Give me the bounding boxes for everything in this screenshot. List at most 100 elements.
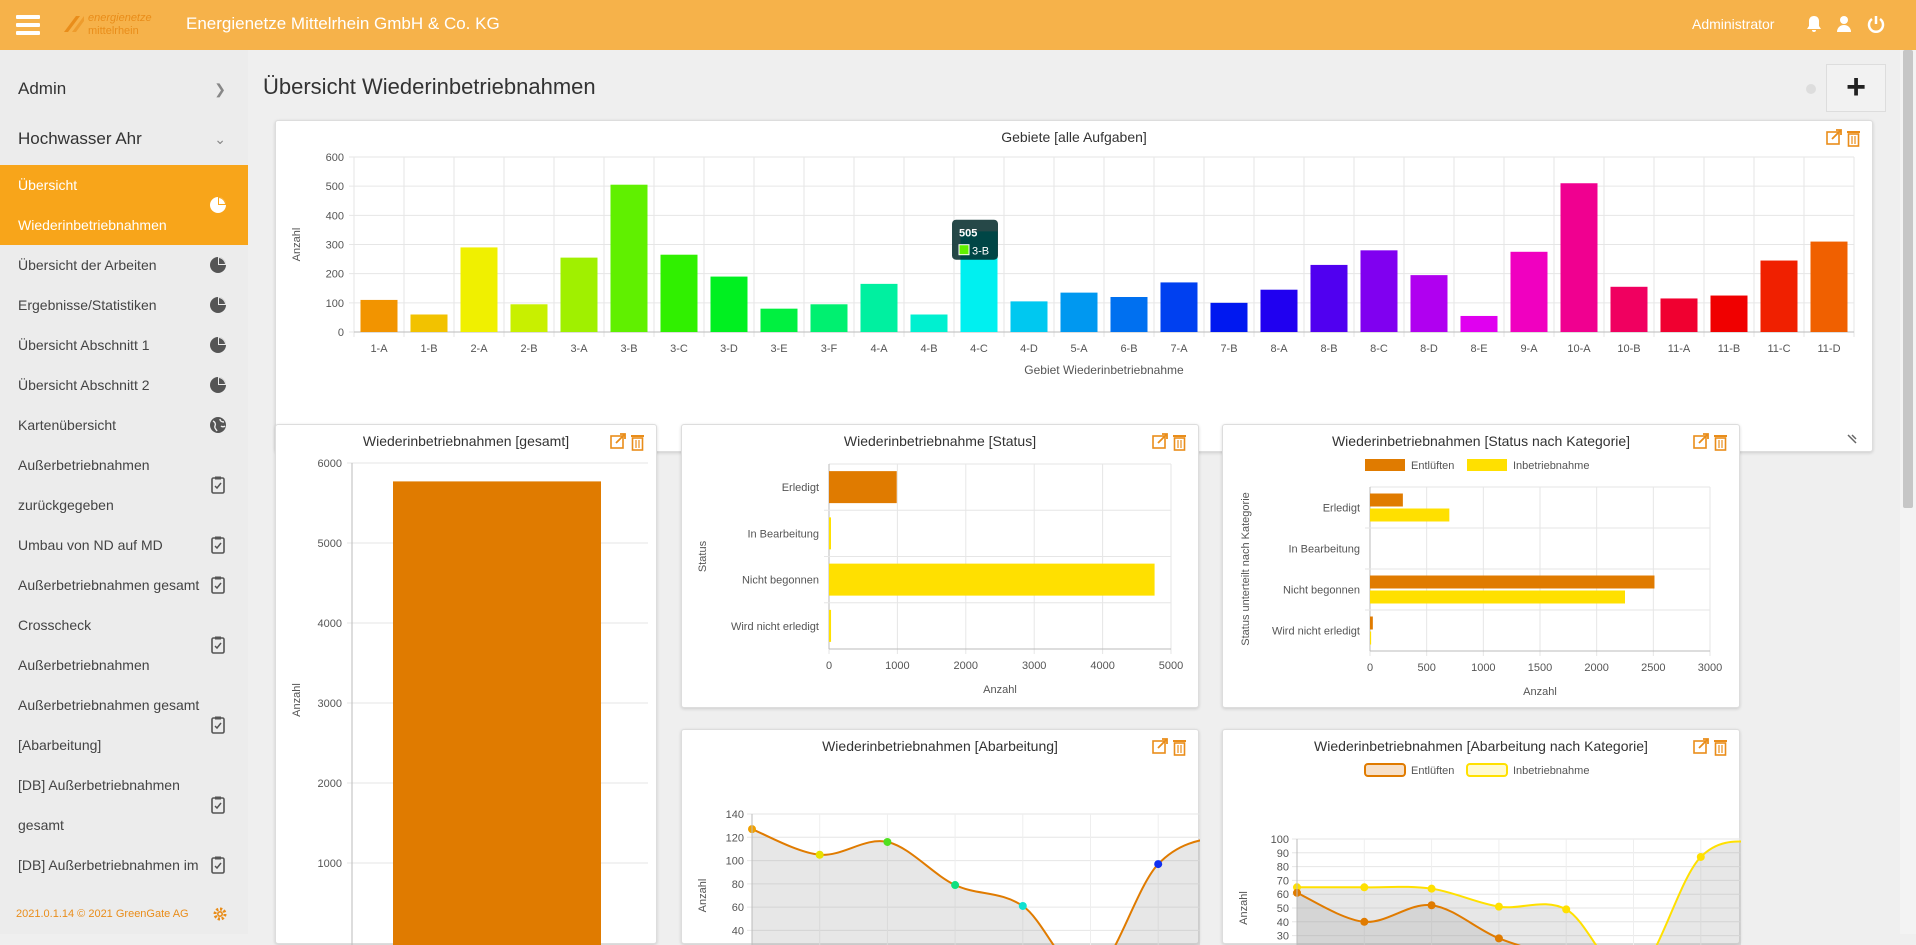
sidebar-item[interactable]: Übersicht Abschnitt 2: [0, 365, 248, 405]
bar-4-B[interactable]: [910, 314, 948, 333]
sidebar-item[interactable]: [DB] Außerbetriebnahmen im: [0, 845, 248, 885]
data-point[interactable]: [815, 850, 824, 859]
edit-icon[interactable]: [610, 433, 626, 449]
user-icon[interactable]: [1834, 14, 1854, 34]
sidebar-item[interactable]: Crosscheck Außerbetriebnahmen: [0, 605, 248, 685]
edit-icon[interactable]: [1693, 738, 1709, 754]
bar-11-B[interactable]: [1710, 295, 1748, 332]
gear-icon[interactable]: [212, 906, 228, 922]
hamburger-menu-icon[interactable]: [14, 11, 42, 39]
sidebar-item[interactable]: [DB] Außerbetriebnahmen gesamt: [0, 765, 248, 845]
data-point[interactable]: [1494, 934, 1503, 943]
edit-icon[interactable]: [1152, 738, 1168, 754]
data-point[interactable]: [1494, 902, 1503, 911]
bar-6-B[interactable]: [1110, 297, 1148, 332]
sidebar-item[interactable]: Kartenübersicht: [0, 405, 248, 445]
bar-In Bearbeitung[interactable]: [829, 517, 831, 550]
bar-Inbetriebnahme[interactable]: [1370, 508, 1450, 522]
data-point[interactable]: [1360, 883, 1369, 892]
bar-Inbetriebnahme[interactable]: [1370, 631, 1372, 645]
sidebar-item[interactable]: Außerbetriebnahmen gesamt: [0, 565, 248, 605]
legend-label[interactable]: Entlüften: [1411, 765, 1454, 777]
data-point[interactable]: [1696, 852, 1705, 861]
user-name[interactable]: Administrator: [1692, 16, 1775, 32]
bar-3-A[interactable]: [560, 257, 598, 332]
y-tick-label: 90: [1277, 848, 1289, 860]
bar-3-E[interactable]: [760, 308, 798, 332]
sidebar-item[interactable]: Außerbetriebnahmen zurückgegeben: [0, 445, 248, 525]
page-scrollbar[interactable]: [1900, 50, 1916, 934]
bar-9-A[interactable]: [1510, 251, 1548, 332]
data-point[interactable]: [1360, 917, 1369, 926]
data-point[interactable]: [1562, 905, 1571, 914]
sidebar-group-admin[interactable]: Admin ❯: [0, 65, 248, 115]
legend-label[interactable]: Entlüften: [1411, 460, 1454, 472]
bar-5-A[interactable]: [1060, 292, 1098, 332]
x-tick-label: 2000: [954, 660, 978, 672]
trash-icon[interactable]: [631, 435, 644, 451]
scrollbar-thumb[interactable]: [1903, 50, 1913, 508]
bar-1-B[interactable]: [410, 314, 448, 333]
clipboard-icon: [211, 476, 225, 494]
edit-icon[interactable]: [1152, 433, 1168, 449]
bar-11-A[interactable]: [1660, 298, 1698, 332]
bar-Erledigt[interactable]: [829, 471, 897, 504]
trash-icon[interactable]: [1173, 435, 1186, 451]
bar-Entlüften[interactable]: [1370, 493, 1403, 507]
sidebar-group-hochwasser-ahr[interactable]: Hochwasser Ahr ⌄: [0, 115, 248, 165]
bell-icon[interactable]: [1804, 14, 1824, 34]
bar-2-A[interactable]: [460, 247, 498, 332]
bar-11-D[interactable]: [1810, 241, 1848, 332]
bar-8-D[interactable]: [1410, 275, 1448, 332]
bar-3-D[interactable]: [710, 276, 748, 332]
legend-label[interactable]: Inbetriebnahme: [1513, 765, 1589, 777]
bar-10-A[interactable]: [1560, 183, 1598, 332]
legend-label[interactable]: Inbetriebnahme: [1513, 460, 1589, 472]
data-point[interactable]: [1427, 901, 1436, 910]
sidebar-item[interactable]: Übersicht der Arbeiten: [0, 245, 248, 285]
bar-Entlüften[interactable]: [1370, 575, 1655, 589]
sidebar-item[interactable]: Außerbetriebnahmen gesamt [Abarbeitung]: [0, 685, 248, 765]
bar-Nicht begonnen[interactable]: [829, 563, 1155, 596]
data-point[interactable]: [883, 837, 892, 846]
add-widget-button[interactable]: +: [1826, 64, 1886, 112]
trash-icon[interactable]: [1847, 131, 1860, 147]
bar-3-F[interactable]: [810, 304, 848, 332]
bar-3-B[interactable]: [610, 184, 648, 332]
data-point[interactable]: [1018, 901, 1027, 910]
data-point[interactable]: [951, 881, 960, 890]
bar-3-C[interactable]: [660, 254, 698, 332]
page-title: Übersicht Wiederinbetriebnahmen: [263, 74, 596, 99]
sidebar-item[interactable]: Umbau von ND auf MD: [0, 525, 248, 565]
bar-10-B[interactable]: [1610, 286, 1648, 332]
bar-Entlüften[interactable]: [1370, 616, 1373, 630]
bar-8-C[interactable]: [1360, 250, 1398, 332]
bar-8-A[interactable]: [1260, 289, 1298, 332]
bar-7-B[interactable]: [1210, 302, 1248, 332]
edit-icon[interactable]: [1693, 433, 1709, 449]
edit-icon[interactable]: [1826, 129, 1842, 145]
sidebar-item[interactable]: Übersicht Abschnitt 1: [0, 325, 248, 365]
y-tick-label: 120: [726, 832, 744, 844]
bar-8-E[interactable]: [1460, 315, 1498, 332]
svg-text:505: 505: [959, 228, 977, 240]
bar-Inbetriebnahme[interactable]: [1370, 590, 1625, 604]
sidebar-item-label: Umbau von ND auf MD: [18, 537, 163, 553]
bar-1-A[interactable]: [360, 299, 398, 332]
bar-Wird nicht erledigt[interactable]: [829, 609, 832, 642]
bar-4-D[interactable]: [1010, 301, 1048, 332]
sidebar-item[interactable]: Übersicht Wiederinbetriebnahmen: [0, 165, 248, 245]
bar-8-B[interactable]: [1310, 264, 1348, 332]
bar-11-C[interactable]: [1760, 260, 1798, 332]
trash-icon[interactable]: [1714, 740, 1727, 756]
bar-4-A[interactable]: [860, 283, 898, 332]
data-point[interactable]: [1427, 884, 1436, 893]
bar-7-A[interactable]: [1160, 282, 1198, 332]
data-point[interactable]: [1154, 860, 1163, 869]
trash-icon[interactable]: [1714, 435, 1727, 451]
power-icon[interactable]: [1866, 14, 1886, 34]
bar-gesamt[interactable]: [393, 481, 601, 945]
bar-2-B[interactable]: [510, 304, 548, 332]
sidebar-item[interactable]: Ergebnisse/Statistiken: [0, 285, 248, 325]
trash-icon[interactable]: [1173, 740, 1186, 756]
